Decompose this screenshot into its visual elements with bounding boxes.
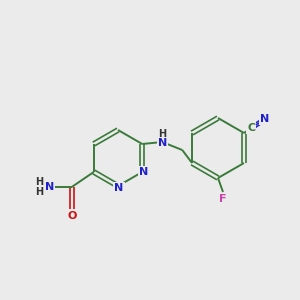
Text: N: N (139, 167, 148, 177)
Text: H: H (35, 177, 43, 187)
Text: F: F (219, 194, 227, 204)
Text: H: H (35, 187, 43, 197)
Text: H: H (158, 129, 166, 139)
Text: N: N (45, 182, 54, 192)
Text: C: C (247, 123, 255, 133)
Text: N: N (158, 138, 167, 148)
Text: O: O (67, 211, 76, 221)
Text: N: N (114, 183, 124, 193)
Text: N: N (260, 114, 269, 124)
